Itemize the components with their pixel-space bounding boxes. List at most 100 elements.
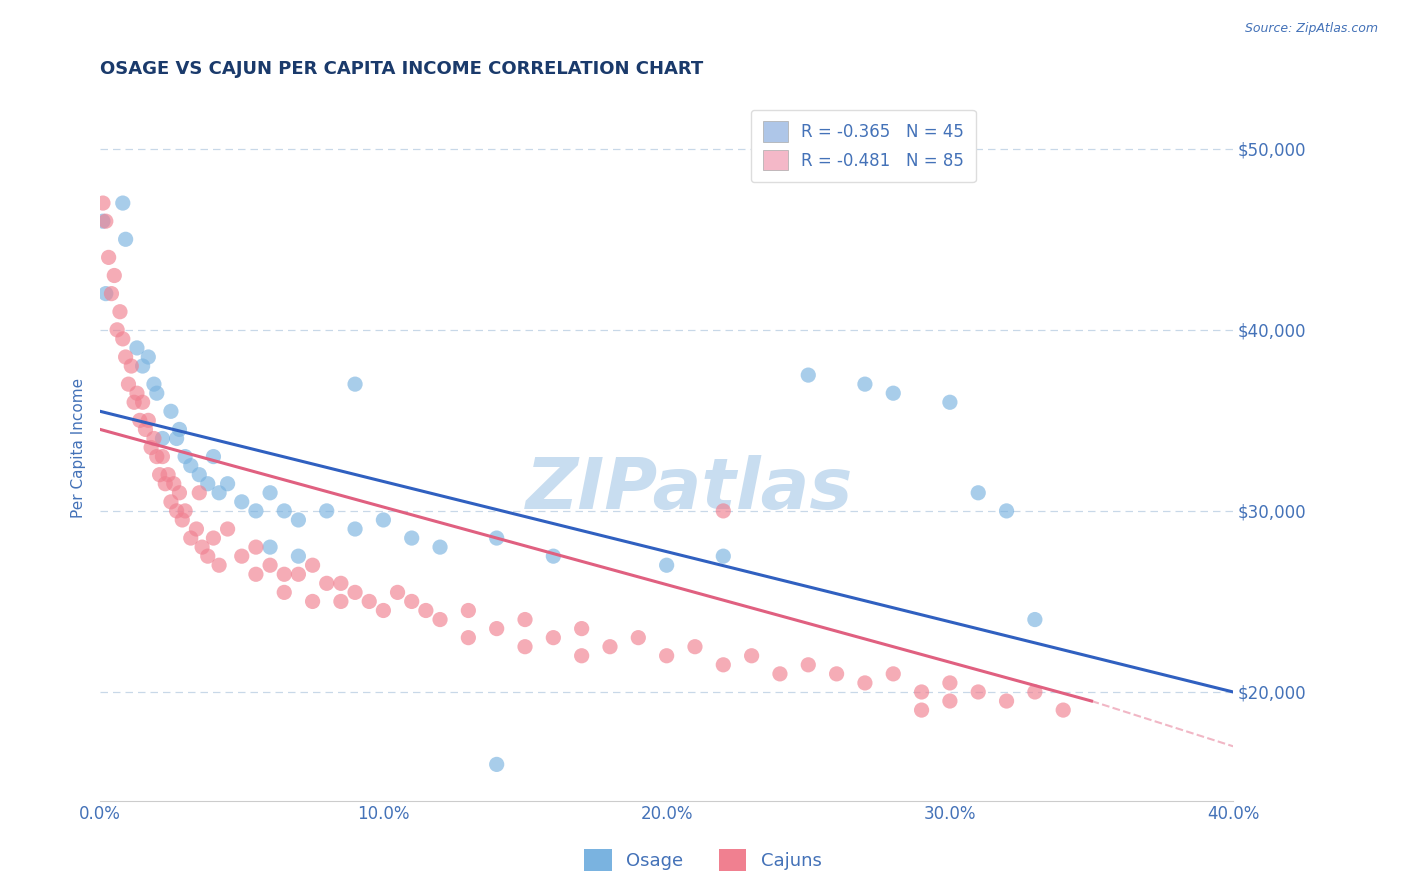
Point (1024, 685, 1046, 699)
Point (344, 522, 367, 536)
Point (191, 540, 214, 554)
Point (571, 622, 593, 636)
Point (152, 432, 174, 446)
Point (401, 531, 423, 545)
Point (315, 576, 337, 591)
Point (202, 531, 225, 545)
Point (131, 359, 153, 373)
Point (485, 622, 508, 636)
Point (825, 666, 848, 681)
Point (231, 549, 253, 564)
Point (155, 476, 177, 491)
Point (146, 386, 169, 401)
Point (373, 603, 395, 617)
Point (995, 694, 1018, 708)
Point (197, 549, 219, 564)
Point (882, 386, 904, 401)
Point (217, 476, 239, 491)
Point (401, 594, 423, 608)
Point (797, 657, 820, 672)
Point (329, 594, 352, 608)
Point (259, 558, 281, 573)
Point (120, 359, 142, 373)
Point (359, 594, 381, 608)
Point (125, 341, 148, 355)
Point (142, 432, 165, 446)
Point (797, 368, 820, 383)
Point (208, 485, 231, 500)
Point (287, 513, 309, 527)
Point (273, 567, 295, 582)
Point (91, 214, 114, 228)
Point (114, 350, 136, 364)
Point (457, 631, 479, 645)
Point (513, 613, 536, 627)
Point (273, 585, 295, 599)
Point (315, 504, 337, 518)
Text: Source: ZipAtlas.com: Source: ZipAtlas.com (1244, 22, 1378, 36)
Point (939, 395, 962, 409)
Point (125, 386, 148, 401)
Point (939, 694, 962, 708)
Point (301, 558, 323, 573)
Point (139, 441, 162, 455)
Point (387, 585, 409, 599)
Point (882, 666, 904, 681)
Point (344, 377, 367, 392)
Legend: Osage, Cajuns: Osage, Cajuns (578, 842, 828, 879)
Point (152, 450, 174, 464)
Point (571, 648, 593, 663)
Point (655, 558, 678, 573)
Legend: R = -0.365   N = 45, R = -0.481   N = 85: R = -0.365 N = 45, R = -0.481 N = 85 (751, 110, 976, 182)
Point (259, 540, 281, 554)
Point (329, 576, 352, 591)
Point (485, 757, 508, 772)
Point (160, 495, 183, 509)
Point (429, 613, 451, 627)
Point (513, 640, 536, 654)
Point (599, 640, 621, 654)
Point (853, 676, 876, 690)
Point (939, 676, 962, 690)
Point (169, 422, 191, 436)
Point (149, 467, 172, 482)
Point (655, 648, 678, 663)
Point (741, 648, 763, 663)
Point (160, 404, 183, 418)
Point (122, 395, 145, 409)
Point (94, 214, 117, 228)
Point (103, 268, 125, 283)
Point (853, 377, 876, 392)
Point (117, 377, 139, 392)
Point (142, 377, 165, 392)
Y-axis label: Per Capita Income: Per Capita Income (72, 377, 86, 517)
Point (627, 631, 650, 645)
Point (136, 350, 159, 364)
Point (134, 422, 156, 436)
Text: ZIPatlas: ZIPatlas (526, 456, 853, 524)
Point (457, 603, 479, 617)
Point (157, 467, 180, 482)
Point (114, 232, 136, 246)
Point (91, 196, 114, 211)
Point (967, 485, 990, 500)
Point (128, 413, 150, 427)
Point (344, 585, 367, 599)
Point (131, 395, 153, 409)
Point (174, 450, 197, 464)
Point (245, 504, 267, 518)
Point (287, 549, 309, 564)
Point (429, 540, 451, 554)
Point (711, 657, 734, 672)
Point (231, 495, 253, 509)
Point (169, 485, 191, 500)
Point (202, 450, 225, 464)
Point (245, 567, 267, 582)
Point (543, 631, 565, 645)
Point (683, 640, 706, 654)
Point (111, 196, 134, 211)
Point (197, 476, 219, 491)
Point (172, 513, 194, 527)
Point (208, 558, 231, 573)
Point (100, 286, 122, 301)
